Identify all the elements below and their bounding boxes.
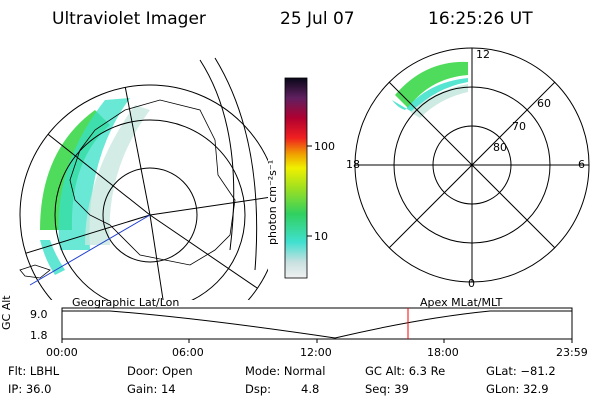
apex-panel-label: Apex MLat/MLT [420, 296, 503, 309]
dsp-label: Dsp: [245, 382, 272, 396]
timeline-x-tick-2359: 23:59 [556, 346, 588, 359]
lat-label-80: 80 [493, 141, 507, 154]
colorbar-tick-100: 100 [314, 140, 335, 153]
gain-info: Gain: 14 [127, 382, 176, 396]
timeline-y-tick-max: 9.0 [30, 308, 48, 321]
projection-line [29, 214, 151, 286]
gc-altitude-info: GC Alt: 6.3 Re [365, 364, 446, 378]
dsp-value: 4.8 [301, 382, 320, 396]
geographic-panel-label: Geographic Lat/Lon [72, 296, 180, 309]
timeline-x-tick-1200: 12:00 [300, 346, 332, 359]
glon-info: GLon: 32.9 [486, 382, 549, 396]
timeline-y-tick-min: 1.8 [30, 329, 48, 342]
colorbar-tick-10: 10 [314, 230, 328, 243]
timeline-x-tick-1800: 18:00 [427, 346, 459, 359]
timeline-x-tick-0000: 00:00 [46, 346, 78, 359]
time-label: 16:25:26 UT [428, 9, 533, 29]
lat-label-70: 70 [512, 120, 526, 133]
lat-label-60: 60 [537, 97, 551, 110]
door-info: Door: Open [127, 364, 193, 378]
mlt-label-18: 18 [346, 158, 360, 171]
instrument-title: Ultraviolet Imager [52, 9, 206, 29]
seq-info: Seq: 39 [365, 382, 409, 396]
color-scale-bar [284, 77, 312, 279]
ip-info: IP: 36.0 [8, 382, 52, 396]
date-label: 25 Jul 07 [280, 9, 355, 29]
mlt-label-6: 6 [578, 158, 585, 171]
coastline [69, 99, 236, 266]
auroral-emission-left [40, 98, 150, 275]
mlt-label-0: 0 [468, 277, 475, 290]
glat-info: GLat: −81.2 [486, 364, 556, 378]
filter-info: Flt: LBHL [8, 364, 60, 378]
mlt-label-12: 12 [476, 48, 490, 61]
mode-info: Mode: Normal [245, 364, 326, 378]
altitude-curve [62, 310, 572, 339]
timeline-x-tick-0600: 06:00 [172, 346, 204, 359]
